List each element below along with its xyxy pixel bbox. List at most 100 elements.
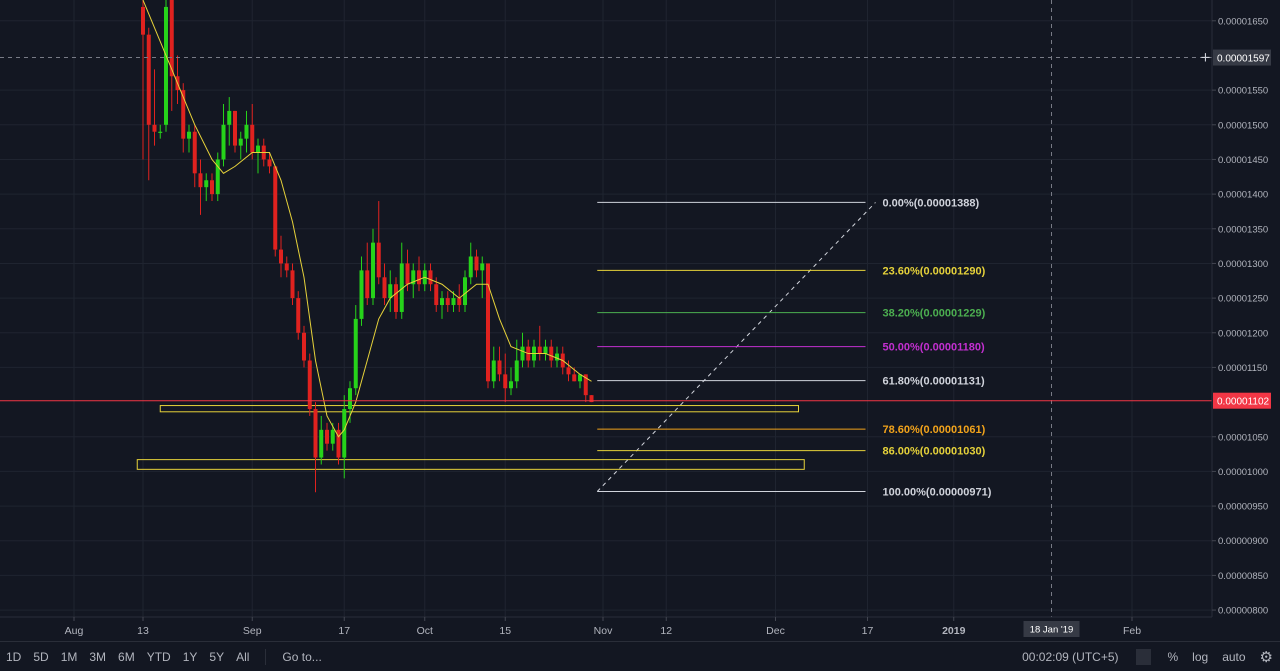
price-tick-label: 0.00001150 xyxy=(1218,363,1268,374)
time-tick-label: 12 xyxy=(660,625,672,637)
candle-body xyxy=(290,270,295,299)
candle-body xyxy=(376,242,381,278)
timeframe-all[interactable]: All xyxy=(236,649,250,664)
time-tick-label: 2019 xyxy=(942,625,966,637)
clock-label[interactable]: 00:02:09 (UTC+5) xyxy=(1022,649,1119,664)
candle-body xyxy=(227,110,232,125)
candle-body xyxy=(244,124,249,139)
log-toggle[interactable]: log xyxy=(1192,649,1209,664)
candle-body xyxy=(302,332,306,361)
timeframe-1y[interactable]: 1Y xyxy=(182,649,198,664)
price-tick-label: 0.00001300 xyxy=(1218,259,1268,270)
candle-body xyxy=(451,298,456,306)
fib-level-label: 50.00%(0.00001180) xyxy=(883,342,985,354)
price-axis-background xyxy=(1213,0,1280,617)
timeframe-1d[interactable]: 1D xyxy=(6,649,22,664)
candle-body xyxy=(198,173,203,188)
time-axis[interactable]: Aug 13 Sep 17 Oct 15 Nov 12 Dec 17 2019 Feb 18 Jan '… xyxy=(65,617,1142,637)
time-tick-label: Oct xyxy=(417,625,433,637)
support-zone-rect xyxy=(159,405,799,413)
price-tick-label: 0.00000900 xyxy=(1218,536,1268,547)
candle-body xyxy=(181,90,186,139)
candle-body xyxy=(405,263,410,285)
candle-body xyxy=(514,360,519,382)
price-tick-label: 0.00001250 xyxy=(1218,294,1268,305)
time-tick-label: Sep xyxy=(243,625,262,637)
candle-body xyxy=(215,159,220,195)
candle-body xyxy=(520,346,525,361)
toolbar-divider xyxy=(265,648,267,665)
moving-average-line xyxy=(142,0,592,438)
candle-body xyxy=(583,374,588,396)
candle-body xyxy=(146,34,151,125)
candle-body xyxy=(434,284,439,306)
candle-body xyxy=(348,388,352,410)
fib-level-label: 61.80%(0.00001131) xyxy=(883,376,985,388)
crosshair-price-label: 0.00001597 xyxy=(1217,54,1270,65)
timeframe-3m[interactable]: 3M xyxy=(89,649,107,664)
candle-body xyxy=(141,6,145,35)
price-tick-label: 0.00000850 xyxy=(1218,571,1268,582)
moving-average xyxy=(142,0,592,438)
candle-body xyxy=(411,270,416,285)
last-price-badge xyxy=(1213,392,1271,409)
candle-body xyxy=(566,367,571,375)
candle-body xyxy=(578,374,582,382)
candle-body xyxy=(399,263,404,312)
candle-body xyxy=(474,256,479,271)
timeframe-6m[interactable]: 6M xyxy=(118,649,135,664)
price-axis[interactable]: 0.00001650 0.00001550 0.00001500 0.00001450… xyxy=(1200,0,1280,617)
time-tick-label: Nov xyxy=(594,625,613,637)
price-tick-label: 0.00001450 xyxy=(1218,155,1268,166)
fib-level-label: 86.00%(0.00001030) xyxy=(883,446,986,458)
crosshair-price-badge xyxy=(1213,49,1271,66)
candle-body xyxy=(468,256,473,278)
timeframe-ytd[interactable]: YTD xyxy=(146,649,171,664)
timeframe-5y[interactable]: 5Y xyxy=(209,649,225,664)
bottom-toolbar: 1D 5D 1M 3M 6M YTD 1Y 5Y All Go to... 00… xyxy=(0,641,1280,671)
goto-button[interactable]: Go to... xyxy=(282,649,322,664)
percent-toggle[interactable]: % xyxy=(1167,649,1179,664)
timeframe-5d[interactable]: 5D xyxy=(33,649,49,664)
auto-toggle[interactable]: auto xyxy=(1222,649,1246,664)
candle-body xyxy=(233,110,237,146)
candle-body xyxy=(572,374,577,382)
candle-body xyxy=(296,298,301,333)
candle-body xyxy=(353,318,358,389)
candle-body xyxy=(342,409,347,458)
candle-body xyxy=(279,249,283,264)
candle-body xyxy=(250,124,255,153)
candle-body xyxy=(164,6,168,125)
support-zones xyxy=(136,405,805,470)
candle-body xyxy=(365,270,370,299)
price-tick-label: 0.00001550 xyxy=(1218,86,1268,97)
candle-body xyxy=(267,159,272,167)
crosshair-date-badge xyxy=(1023,621,1080,637)
timeframe-1m[interactable]: 1M xyxy=(60,649,78,664)
time-tick-label: Feb xyxy=(1123,625,1141,637)
candle-body xyxy=(169,0,174,77)
candle-body xyxy=(503,374,508,389)
candle-body xyxy=(428,270,433,285)
price-tick-label: 0.00000800 xyxy=(1218,606,1268,617)
last-price-label: 0.00001102 xyxy=(1217,397,1270,408)
candle-body xyxy=(307,360,312,410)
candle-body xyxy=(440,298,444,306)
toolbar-right: 00:02:09 (UTC+5) % log auto ⚙ xyxy=(1015,648,1280,666)
toolbar-divider xyxy=(1135,648,1151,665)
candle-body xyxy=(221,124,226,160)
fib-level-label: 23.60%(0.00001290) xyxy=(883,265,986,277)
candle-body xyxy=(152,124,157,132)
candle-body xyxy=(210,180,214,195)
grid xyxy=(0,0,1212,617)
crosshair xyxy=(0,0,1212,617)
chart-background xyxy=(0,0,1280,641)
candle-body xyxy=(158,131,163,133)
candle-body xyxy=(187,131,191,139)
fibonacci-retracement[interactable]: 0.00%(0.00001388) 23.60%(0.00001290) 38.20… xyxy=(596,197,992,499)
fib-level-label: 38.20%(0.00001229) xyxy=(883,308,986,320)
price-tick-label: 0.00000950 xyxy=(1218,502,1268,513)
time-tick-label: 13 xyxy=(137,625,149,637)
gear-icon[interactable]: ⚙ xyxy=(1259,648,1273,666)
